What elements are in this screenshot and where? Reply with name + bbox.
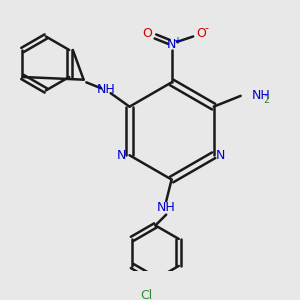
Text: N: N: [216, 149, 225, 162]
Text: 2: 2: [264, 95, 270, 105]
Text: +: +: [173, 35, 181, 46]
Text: N: N: [117, 149, 126, 162]
Text: N: N: [167, 38, 176, 51]
Text: NH: NH: [251, 89, 270, 102]
Text: -: -: [205, 23, 209, 33]
Text: NH: NH: [97, 82, 116, 96]
Text: Cl: Cl: [140, 289, 152, 300]
Text: O: O: [142, 27, 152, 40]
Text: O: O: [196, 27, 206, 40]
Text: NH: NH: [157, 201, 176, 214]
